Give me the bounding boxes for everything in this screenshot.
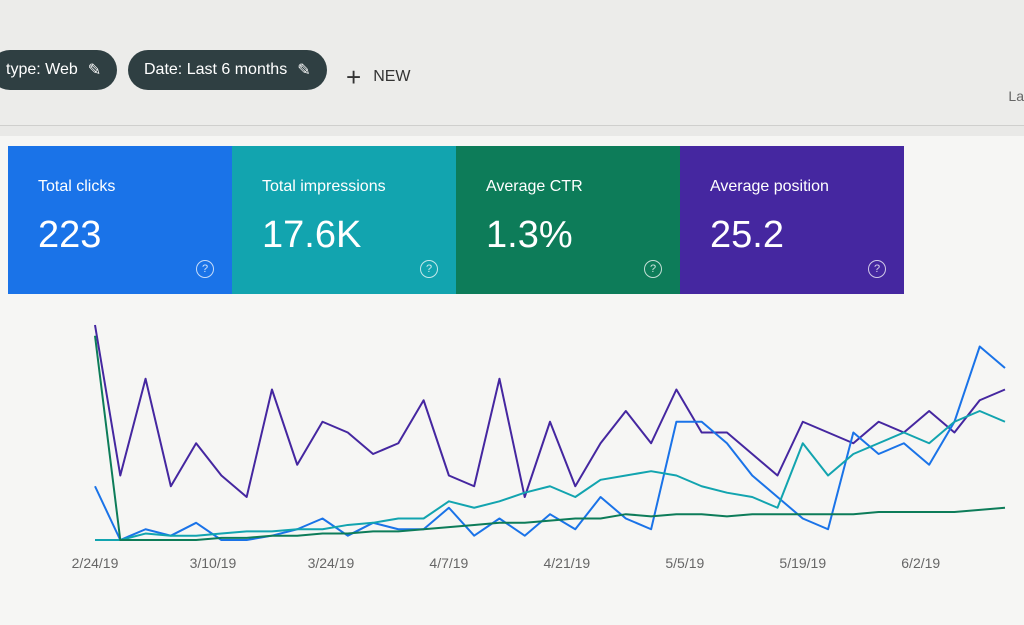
filter-bar: type: Web ✎ Date: Last 6 months ✎ + NEW …	[0, 0, 1024, 126]
x-tick-label: 5/19/19	[779, 555, 826, 571]
card-label: Average position	[710, 178, 829, 195]
help-icon[interactable]: ?	[420, 260, 438, 278]
series-line-average-ctr[interactable]	[94, 335, 1006, 541]
x-tick-label: 6/2/19	[901, 555, 940, 571]
x-tick-label: 4/7/19	[429, 555, 468, 571]
card-average-position[interactable]: Average position 25.2 ?	[680, 146, 904, 294]
search-type-filter-chip[interactable]: type: Web ✎	[0, 50, 118, 90]
card-value: 25.2	[710, 214, 784, 256]
help-icon[interactable]: ?	[196, 260, 214, 278]
card-value: 1.3%	[486, 214, 573, 256]
card-total-impressions[interactable]: Total impressions 17.6K ?	[232, 146, 456, 294]
help-icon[interactable]: ?	[868, 260, 886, 278]
card-average-ctr[interactable]: Average CTR 1.3% ?	[456, 146, 680, 294]
series-line-total-clicks[interactable]	[94, 345, 1006, 541]
series-line-average-position[interactable]	[94, 324, 1006, 498]
x-tick-label: 3/24/19	[308, 555, 355, 571]
metric-cards: Total clicks 223 ? Total impressions 17.…	[8, 146, 904, 294]
pencil-icon[interactable]: ✎	[297, 62, 311, 79]
chip-label: Date: Last 6 months	[144, 61, 288, 78]
x-tick-label: 4/21/19	[543, 555, 590, 571]
help-icon[interactable]: ?	[644, 260, 662, 278]
card-total-clicks[interactable]: Total clicks 223 ?	[8, 146, 232, 294]
plus-icon: +	[346, 62, 362, 92]
x-tick-label: 5/5/19	[665, 555, 704, 571]
performance-chart: 2/24/19 3/10/19 3/24/19 4/7/19 4/21/19 5/5/19…	[72, 324, 1006, 571]
x-tick-label: 2/24/19	[72, 555, 119, 571]
x-tick-label: 3/10/19	[190, 555, 237, 571]
card-value: 17.6K	[262, 214, 362, 256]
truncated-label: La	[1008, 88, 1024, 104]
date-filter-chip[interactable]: Date: Last 6 months ✎	[128, 50, 327, 90]
chip-label: type: Web	[6, 61, 78, 78]
series-line-total-impressions[interactable]	[95, 410, 1006, 541]
card-label: Total impressions	[262, 178, 386, 195]
pencil-icon[interactable]: ✎	[87, 62, 102, 79]
new-label: NEW	[373, 68, 411, 85]
card-value: 223	[38, 214, 102, 256]
new-filter-button[interactable]: + NEW	[346, 64, 411, 90]
card-label: Average CTR	[486, 178, 583, 195]
card-label: Total clicks	[38, 178, 116, 195]
